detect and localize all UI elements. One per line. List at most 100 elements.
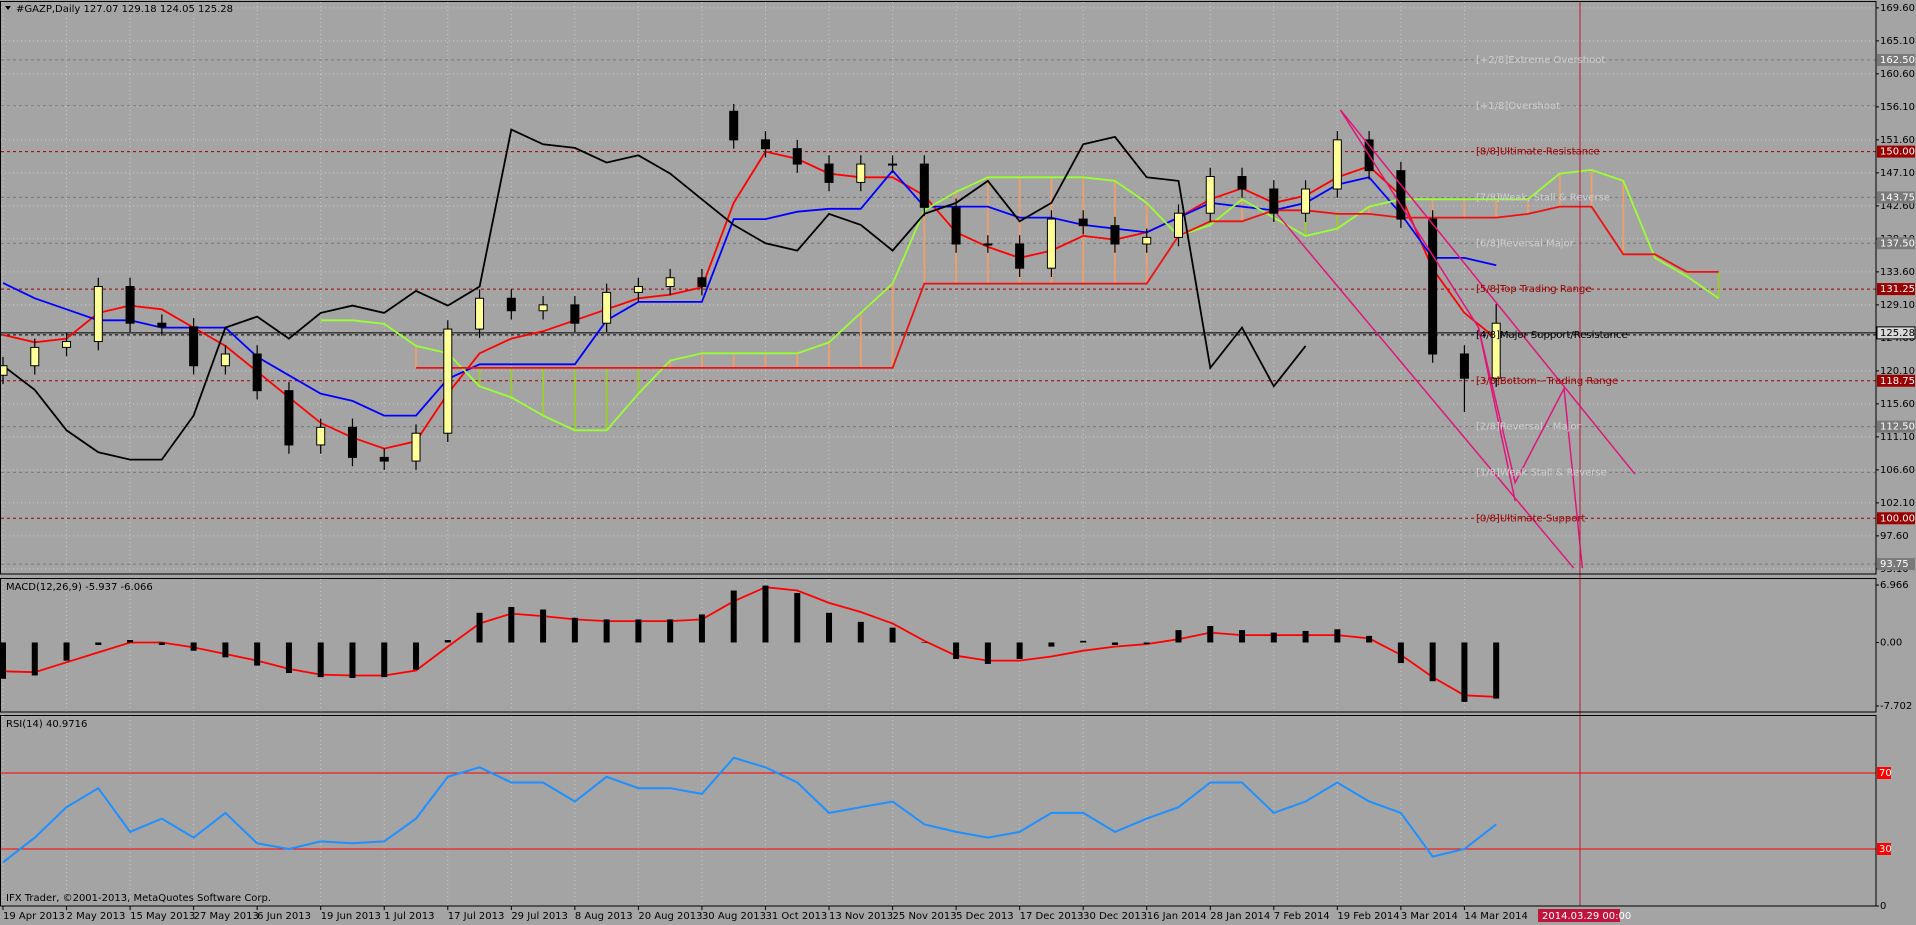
candle-body bbox=[824, 163, 834, 183]
price-panel-frame bbox=[0, 1, 1877, 575]
ichimoku-line bbox=[2, 150, 1497, 450]
y-tick-label: 169.60 bbox=[1880, 3, 1915, 14]
macd-bar bbox=[635, 619, 642, 643]
murrey-tag-label: 131.25 bbox=[1880, 284, 1915, 295]
macd-bar bbox=[1143, 642, 1150, 645]
y-tick-label: 120.10 bbox=[1880, 366, 1915, 377]
candle-body bbox=[1205, 176, 1215, 214]
candle-body bbox=[570, 304, 580, 324]
macd-bar bbox=[1207, 625, 1214, 643]
murrey-tag-label: 162.50 bbox=[1880, 55, 1915, 66]
murrey-tag bbox=[1877, 512, 1915, 525]
macd-bar bbox=[222, 642, 229, 658]
murrey-tag-label: 143.75 bbox=[1880, 192, 1915, 203]
candle-body bbox=[411, 432, 421, 462]
x-tick-label: 20 Aug 2013 bbox=[638, 911, 702, 922]
x-tick-label: 17 Jul 2013 bbox=[448, 911, 505, 922]
candle-body bbox=[760, 139, 770, 150]
macd-bar bbox=[667, 619, 674, 643]
macd-bar bbox=[984, 642, 991, 664]
candle-body bbox=[1078, 218, 1088, 227]
y-tick-label: -7.702 bbox=[1880, 701, 1912, 712]
candle-body bbox=[1173, 212, 1183, 238]
trend-channel-lower bbox=[1276, 213, 1575, 569]
rsi-level-tag bbox=[1877, 767, 1891, 779]
trend-zigzag bbox=[1339, 109, 1584, 569]
y-tick-label: 97.60 bbox=[1880, 531, 1909, 542]
trend-projection bbox=[1477, 327, 1516, 502]
grid-layer bbox=[1, 2, 1879, 910]
x-tick-label: 30 Dec 2013 bbox=[1083, 911, 1147, 922]
copyright: IFX Trader, ©2001-2013, MetaQuotes Softw… bbox=[6, 893, 271, 904]
y-tick-label: 115.60 bbox=[1880, 399, 1915, 410]
macd-bar bbox=[1048, 642, 1055, 647]
macd-bar bbox=[190, 642, 197, 651]
cursor-label-box bbox=[1538, 909, 1620, 922]
last-price-label: 125.28 bbox=[1880, 328, 1915, 339]
candle-body bbox=[856, 163, 866, 183]
y-tick-label: 111.10 bbox=[1880, 432, 1915, 443]
macd-bar bbox=[95, 642, 102, 645]
x-tick-label: 15 May 2013 bbox=[130, 911, 195, 922]
macd-bar bbox=[508, 607, 515, 643]
murrey-tag-label: 93.75 bbox=[1880, 559, 1909, 570]
macd-bar bbox=[254, 642, 261, 666]
candle-body bbox=[0, 365, 8, 376]
macd-bar bbox=[921, 642, 928, 643]
x-tick-label: 31 Oct 2013 bbox=[765, 911, 827, 922]
candle-body bbox=[1015, 243, 1025, 269]
macd-bar bbox=[1016, 642, 1023, 659]
macd-bar bbox=[285, 642, 292, 673]
candle-body bbox=[1142, 236, 1152, 245]
y-tick-label: 129.10 bbox=[1880, 300, 1915, 311]
y-tick-label: 6.966 bbox=[1880, 580, 1909, 591]
macd-bar bbox=[1111, 642, 1118, 645]
murrey-label: [+2/8]Extreme Overshoot bbox=[1476, 55, 1605, 66]
macd-bar bbox=[31, 642, 38, 676]
macd-bar bbox=[730, 590, 737, 643]
rsi-line bbox=[2, 756, 1497, 864]
macd-bar bbox=[1302, 630, 1309, 643]
x-tick-label: 7 Feb 2014 bbox=[1274, 911, 1330, 922]
macd-panel-frame bbox=[0, 578, 1877, 713]
macd-bar bbox=[444, 640, 451, 643]
macd-bar bbox=[1366, 635, 1373, 643]
symbol-icon bbox=[5, 6, 11, 10]
x-tick-label: 3 Mar 2014 bbox=[1401, 911, 1458, 922]
macd-bar bbox=[1270, 632, 1277, 643]
candle-body bbox=[1301, 188, 1311, 214]
murrey-tag bbox=[1877, 53, 1915, 66]
x-tick-label: 17 Dec 2013 bbox=[1020, 911, 1084, 922]
y-tick-label: 151.60 bbox=[1880, 135, 1915, 146]
murrey-tag bbox=[1877, 558, 1915, 571]
y-tick-label: 147.10 bbox=[1880, 168, 1915, 179]
macd-bar bbox=[1239, 630, 1246, 643]
murrey-tag bbox=[1877, 237, 1915, 250]
ichimoku-line bbox=[416, 205, 1719, 369]
candle-body bbox=[157, 322, 167, 328]
candle-body bbox=[506, 297, 516, 312]
macd-bar bbox=[0, 642, 6, 679]
y-tick-label: 156.10 bbox=[1880, 102, 1915, 113]
macd-bar bbox=[762, 585, 769, 643]
candle-body bbox=[443, 328, 453, 434]
murrey-tag bbox=[1877, 374, 1915, 387]
x-tick-label: 19 Jun 2013 bbox=[321, 911, 381, 922]
macd-bar bbox=[63, 642, 70, 661]
murrey-label: [7/8]Weak, Stall & Reverse bbox=[1476, 192, 1610, 203]
y-tick-label: 160.60 bbox=[1880, 69, 1915, 80]
macd-bar bbox=[381, 642, 388, 678]
candle-body bbox=[30, 346, 40, 367]
murrey-label: [8/8]Ultimate Resistance bbox=[1476, 147, 1600, 158]
murrey-label: [1/8]Weak Stall & Reverse bbox=[1476, 467, 1607, 478]
macd-bar bbox=[540, 609, 547, 643]
x-tick-label: 13 Nov 2013 bbox=[829, 911, 893, 922]
macd-bar bbox=[1493, 642, 1500, 699]
candle-body bbox=[252, 353, 262, 392]
y-tick-label: 0.00 bbox=[1880, 637, 1902, 648]
x-tick-label: 1 Jul 2013 bbox=[384, 911, 434, 922]
macd-bar bbox=[889, 627, 896, 643]
candle-body bbox=[220, 353, 230, 367]
candle-body bbox=[379, 456, 389, 462]
